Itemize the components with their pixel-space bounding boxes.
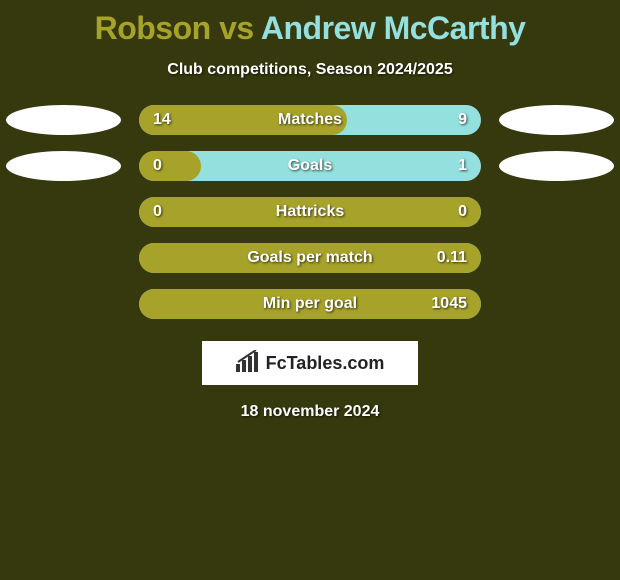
player2-name: Andrew McCarthy	[261, 10, 526, 46]
subtitle: Club competitions, Season 2024/2025	[0, 61, 620, 79]
stat-value-right: 9	[458, 111, 467, 129]
stat-bar: Min per goal 1045	[139, 289, 481, 319]
branding-badge: FcTables.com	[202, 341, 418, 385]
stat-bar-fill	[139, 151, 201, 181]
stat-bar: Goals per match 0.11	[139, 243, 481, 273]
stat-row: 0 Goals 1	[0, 151, 620, 181]
player2-photo-ellipse	[499, 151, 614, 181]
vs-text: vs	[211, 10, 261, 46]
player1-photo-ellipse	[6, 151, 121, 181]
stat-value-left: 0	[153, 203, 162, 221]
stat-label: Hattricks	[276, 203, 344, 221]
stat-bar: 0 Hattricks 0	[139, 197, 481, 227]
player1-name: Robson	[95, 10, 211, 46]
player1-photo-ellipse	[6, 105, 121, 135]
stat-row: 14 Matches 9	[0, 105, 620, 135]
chart-icon	[236, 350, 260, 377]
stat-value-right: 1045	[431, 295, 467, 313]
stat-value-right: 0.11	[437, 249, 467, 267]
stat-value-left: 0	[153, 157, 162, 175]
stat-bar: 14 Matches 9	[139, 105, 481, 135]
stat-label: Goals per match	[247, 249, 372, 267]
stat-value-right: 0	[458, 203, 467, 221]
stat-rows: 14 Matches 9 0 Goals 1 0 Hattricks 0 Goals per ma…	[0, 105, 620, 319]
stat-value-left: 14	[153, 111, 171, 129]
stat-label: Min per goal	[263, 295, 357, 313]
stat-row: 0 Hattricks 0	[0, 197, 620, 227]
stat-label: Goals	[288, 157, 332, 175]
stat-row: Goals per match 0.11	[0, 243, 620, 273]
stat-value-right: 1	[458, 157, 467, 175]
branding-text: FcTables.com	[266, 353, 385, 374]
date-text: 18 november 2024	[0, 403, 620, 421]
stat-label: Matches	[278, 111, 342, 129]
stat-bar: 0 Goals 1	[139, 151, 481, 181]
stat-row: Min per goal 1045	[0, 289, 620, 319]
player2-photo-ellipse	[499, 105, 614, 135]
page-title: Robson vs Andrew McCarthy	[0, 0, 620, 47]
